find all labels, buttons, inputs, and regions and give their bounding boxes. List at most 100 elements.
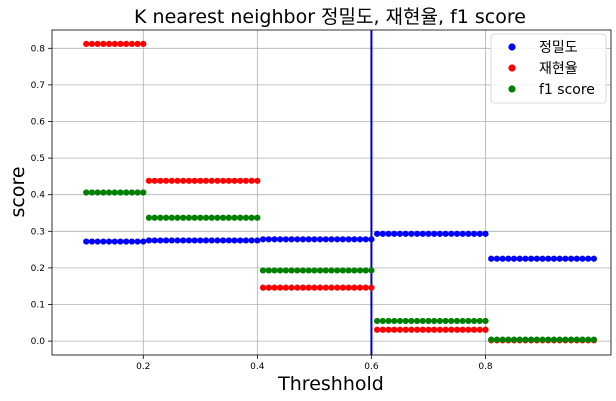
data-point [539,336,546,343]
data-point [391,326,398,333]
legend-box [490,33,607,104]
data-point [579,336,586,343]
data-point [459,326,466,333]
data-point [294,267,301,274]
data-point [402,326,409,333]
data-point [562,336,569,343]
data-point [482,326,489,333]
data-point [453,317,461,325]
data-point [339,284,347,291]
data-point [225,237,232,244]
data-point [328,284,335,291]
data-point [471,230,478,237]
data-point [100,189,107,196]
data-point [396,230,404,237]
data-point [128,189,135,196]
data-point [254,177,261,184]
data-point [391,317,398,325]
data-point [339,236,347,243]
data-point [431,230,438,237]
data-point [396,317,404,325]
data-point [185,214,192,221]
legend-marker [508,85,516,93]
data-point [265,267,272,274]
data-point [379,230,386,237]
data-point [345,267,352,274]
data-point [277,267,284,274]
data-point [202,237,210,244]
data-point [94,238,101,245]
legend-marker [508,64,516,72]
data-point [567,336,575,343]
data-point [379,326,386,333]
data-point [311,236,318,243]
y-tick-label: 0.1 [31,300,45,310]
y-tick-label: 0.4 [31,191,46,201]
data-point [220,214,227,221]
data-point [185,177,192,184]
data-point [185,237,192,244]
data-point [510,336,518,343]
data-point [197,214,204,221]
data-point [111,189,118,196]
data-point [111,40,118,48]
data-point [220,177,227,184]
data-point [459,317,466,325]
data-point [168,177,175,184]
data-point [539,255,546,262]
data-point [356,236,364,243]
data-point [345,284,352,291]
data-point [83,40,90,48]
data-point [402,230,409,237]
data-point [259,236,267,243]
data-point [436,230,443,237]
data-point [117,189,124,196]
data-point [271,284,278,291]
data-point [277,284,284,291]
data-point [259,284,267,291]
y-tick-label: 0.7 [31,81,45,91]
data-point [162,237,170,244]
data-point [208,177,215,184]
data-point [374,326,381,333]
y-tick-label: 0.3 [31,227,45,237]
data-point [362,284,369,291]
data-point [174,177,181,184]
data-point [134,189,141,196]
data-point [151,237,158,244]
data-point [465,326,472,333]
plot-frame [51,29,612,356]
data-point [590,336,597,343]
data-point [408,326,415,333]
data-point [197,237,204,244]
data-point [282,267,289,274]
data-point [345,236,352,243]
x-axis-ticks: 0.2 0.4 0.6 0.8 [136,355,493,372]
data-point [471,326,478,333]
data-point [100,238,107,245]
data-point [157,177,164,184]
data-point [322,284,329,291]
data-point [237,214,244,221]
data-point [88,189,96,196]
data-point [220,237,227,244]
y-axis-label: score [7,166,29,217]
data-point [94,189,101,196]
data-point [368,236,375,243]
y-axis-ticks: 0.0 0.1 0.2 0.3 0.4 0.5 0.6 0.7 0.8 [31,44,52,347]
data-point [516,255,523,262]
data-point [105,40,113,48]
data-point [145,237,153,244]
data-point [168,214,175,221]
data-point [299,284,307,291]
data-point [442,230,449,237]
legend-label: f1 score [539,82,595,98]
data-point [191,214,198,221]
data-point [505,336,512,343]
data-point [419,317,426,325]
data-point [316,236,324,243]
data-point [562,255,569,262]
data-point [311,267,318,274]
data-point [385,230,392,237]
